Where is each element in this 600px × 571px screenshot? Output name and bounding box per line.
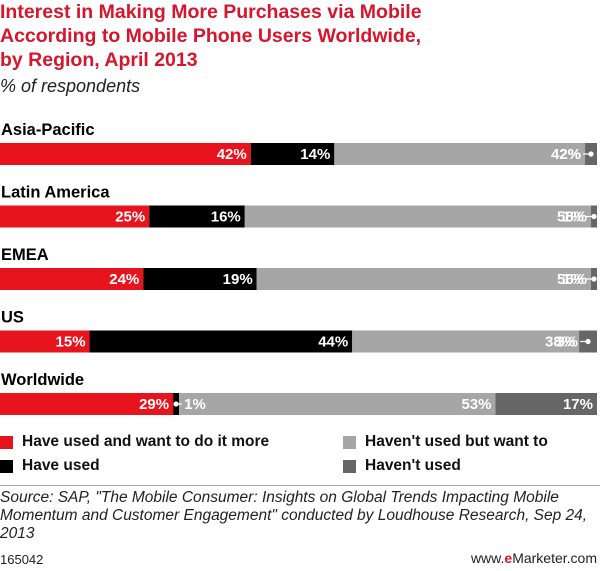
bar-segment [143, 268, 257, 290]
bar-segment [244, 205, 592, 228]
title-line: Interest in Making More Purchases via Mo… [0, 1, 422, 23]
data-label: 1% [562, 271, 584, 288]
legend-label: Haven't used [365, 457, 461, 474]
category-label: Worldwide [1, 371, 84, 389]
category-label: Latin America [1, 184, 110, 202]
data-label: 1% [562, 209, 584, 226]
title-line: According to Mobile Phone Users Worldwid… [0, 25, 422, 47]
category-label: US [1, 309, 24, 327]
data-label: 17% [563, 396, 593, 413]
data-label: 25% [115, 209, 145, 226]
source-note: Source: SAP, "The Mobile Consumer: Insig… [0, 489, 588, 542]
bar-segment [0, 268, 144, 290]
divider [0, 485, 600, 486]
data-label: 56% [557, 271, 587, 288]
data-label: 38% [545, 334, 575, 351]
bar-segment [89, 330, 353, 353]
bar-segment [256, 268, 592, 290]
leader-dot [173, 401, 179, 407]
brand-rest: Marketer.com [512, 550, 597, 566]
bar-segment [0, 143, 251, 165]
data-label: 29% [139, 396, 169, 413]
legend-swatch [0, 459, 13, 473]
data-label: 2% [559, 146, 581, 163]
leader-dot [585, 338, 591, 345]
legend-label: Haven't used but want to [365, 433, 548, 450]
bar-segment [495, 393, 597, 415]
bar-segment [179, 393, 496, 415]
legend-swatch [343, 435, 356, 449]
legend-item: Have used [0, 457, 100, 475]
bar-segment [352, 330, 580, 353]
legend-label: Have used [22, 457, 100, 474]
chart-title: Interest in Making More Purchases via Mo… [0, 0, 600, 72]
data-label: 14% [300, 146, 330, 163]
data-label: 24% [109, 271, 139, 288]
legend-swatch [343, 459, 356, 473]
title-line: by Region, April 2013 [0, 49, 198, 71]
data-label: 3% [556, 334, 578, 351]
brand-link[interactable]: www.eMarketer.com [471, 550, 597, 566]
chart-subtitle: % of respondents [0, 76, 141, 96]
bar-segment [250, 143, 335, 165]
data-label: 42% [217, 146, 247, 163]
data-label: 16% [211, 209, 241, 226]
legend-item: Haven't used but want to [343, 433, 548, 451]
data-label: 42% [551, 146, 581, 163]
legend-item: Haven't used [343, 457, 461, 475]
bar-segment [0, 330, 90, 353]
legend-item: Have used and want to do it more [0, 433, 269, 451]
bar-segment [0, 393, 174, 415]
legend-label: Have used and want to do it more [22, 433, 270, 450]
legend-swatch [0, 435, 13, 449]
chart-id: 165042 [0, 552, 44, 567]
data-label: 15% [56, 334, 86, 351]
data-label: 58% [557, 209, 587, 226]
data-label: 19% [223, 271, 253, 288]
category-label: EMEA [1, 246, 49, 264]
bar-segment [149, 205, 245, 228]
brand-prefix: www. [470, 550, 505, 566]
brand-e: e [504, 550, 513, 566]
data-label: 1% [184, 396, 206, 413]
data-label: 44% [318, 334, 348, 351]
data-label: 53% [461, 396, 491, 413]
bar-segment [0, 205, 150, 228]
category-label: Asia-Pacific [1, 121, 95, 139]
bar-segment [334, 143, 586, 165]
